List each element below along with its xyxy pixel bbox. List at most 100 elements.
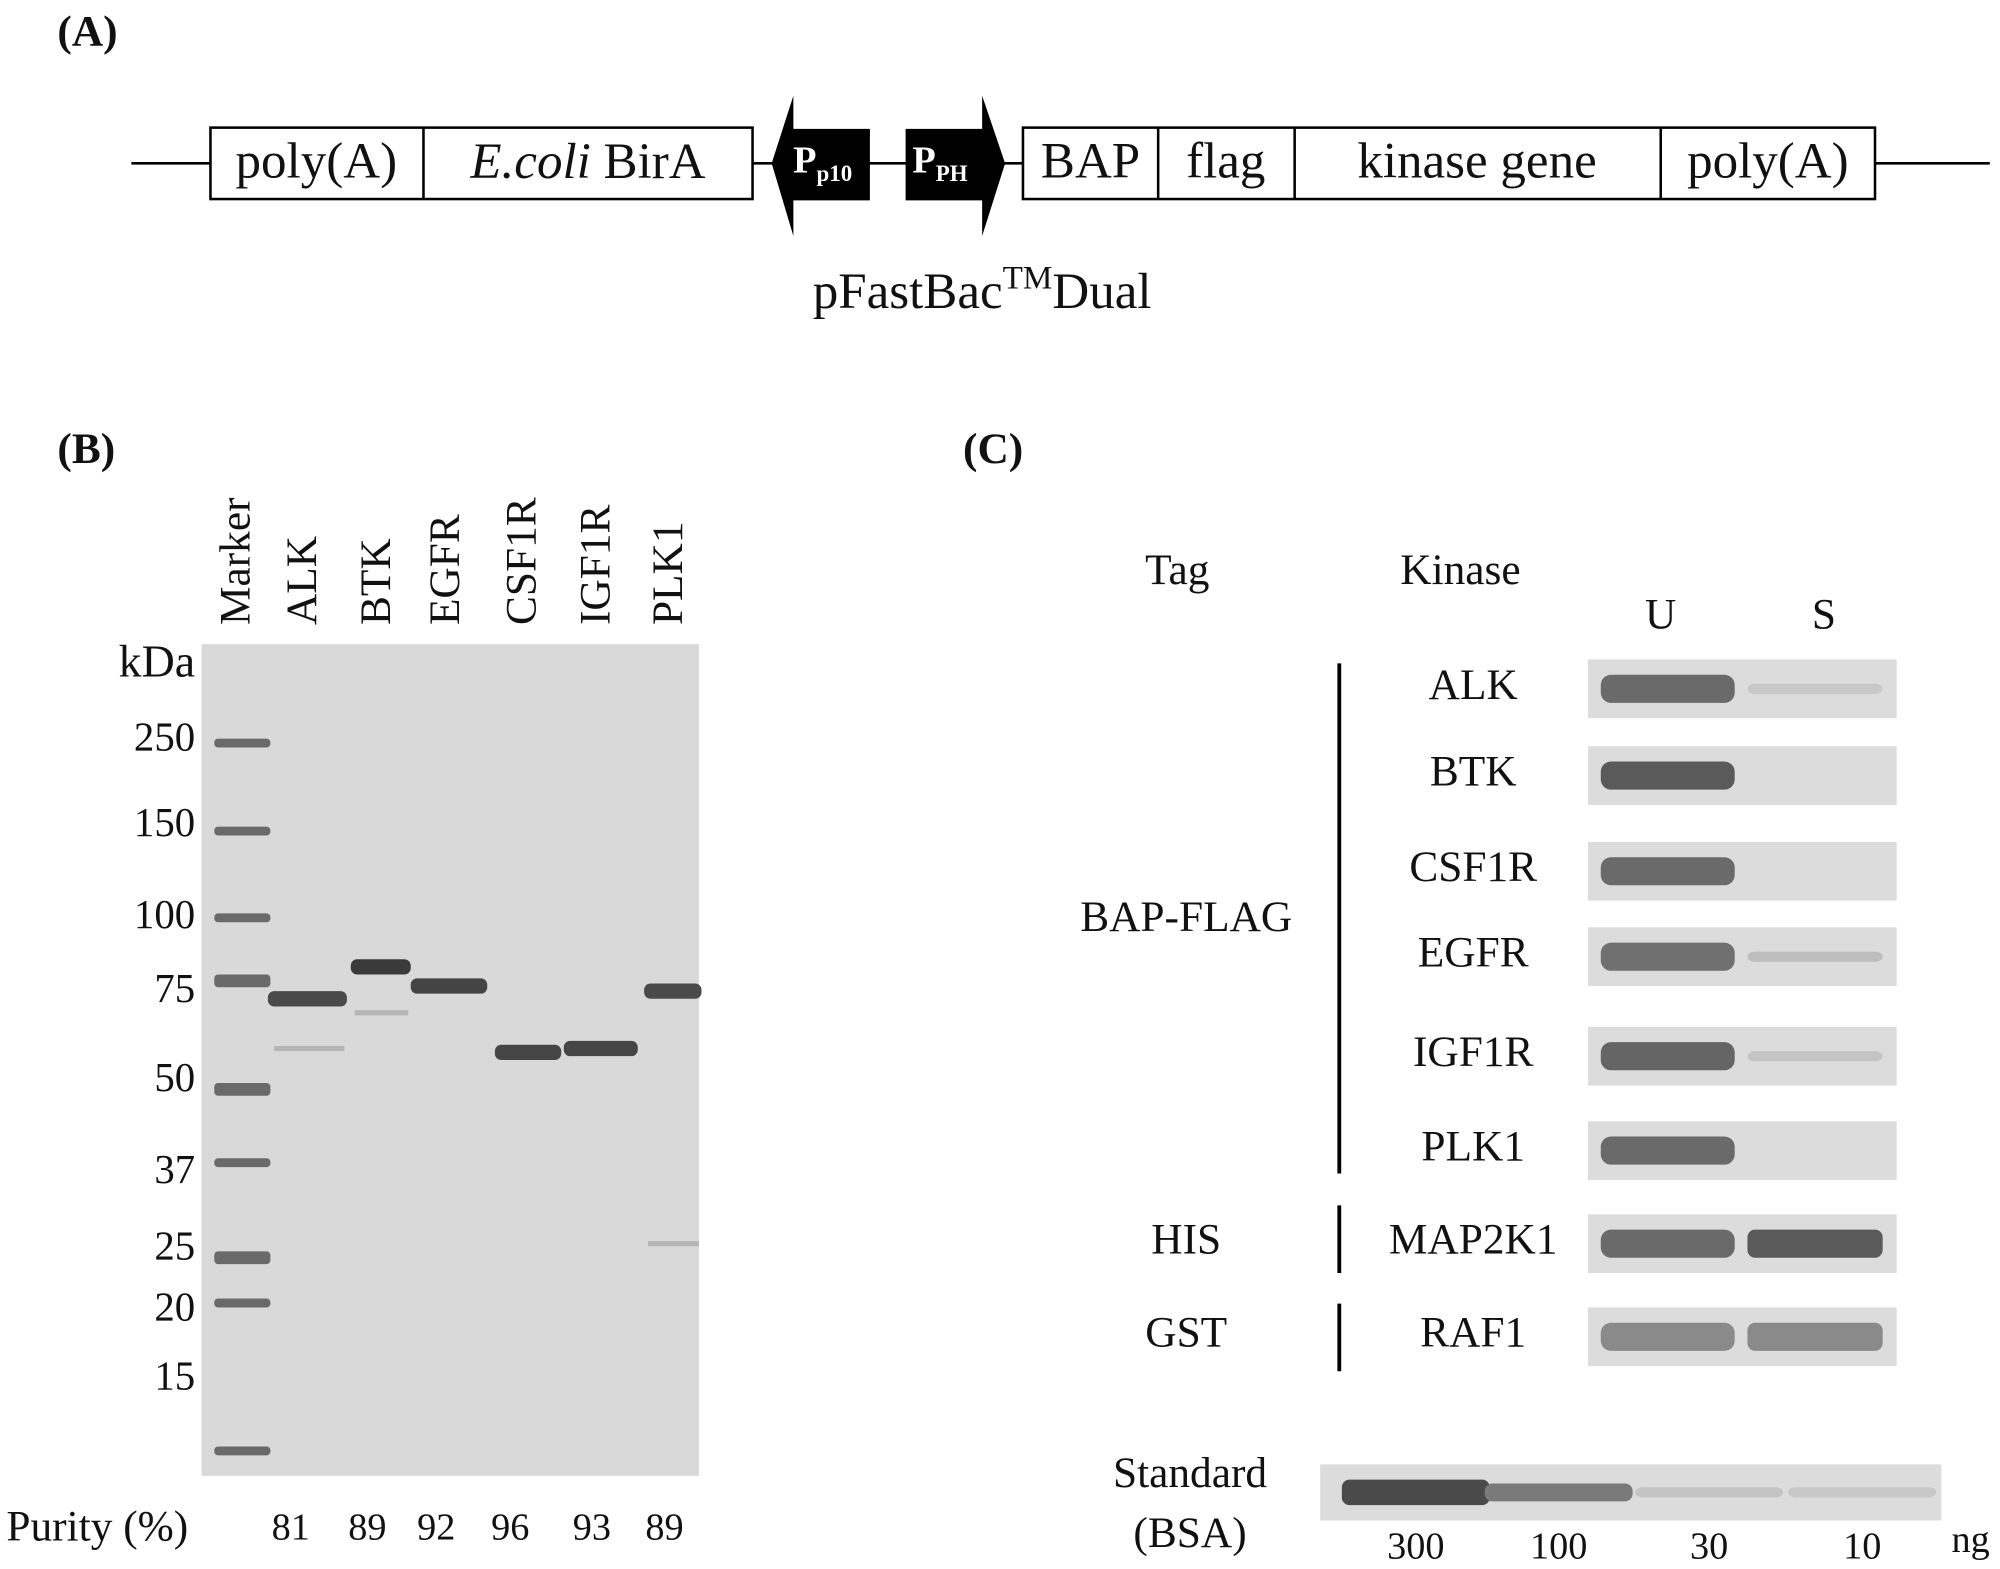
segment: poly(A) (1687, 134, 1849, 190)
caption-text: pFastBac (813, 264, 1003, 320)
lane-label: EGFR (421, 514, 469, 625)
unit-label: kDa (119, 635, 195, 686)
marker-size: 75 (154, 966, 195, 1011)
u-band (1600, 942, 1735, 971)
kinase-label: EGFR (1418, 929, 1529, 977)
promoter-arrow (905, 95, 1006, 237)
purity-value: 92 (417, 1506, 455, 1548)
caption: pFastBacTMDual (813, 259, 1152, 319)
u-band (1600, 1322, 1735, 1351)
promoter-label: Pp10 (793, 139, 852, 186)
header: U (1645, 591, 1676, 639)
marker-band (214, 1298, 271, 1308)
purity-value: 93 (573, 1506, 611, 1548)
protein-band (563, 1040, 638, 1057)
marker-band (214, 1082, 271, 1096)
protein-band (410, 978, 488, 994)
tag-label: BAP-FLAG (1080, 893, 1292, 941)
protein-band (350, 959, 411, 975)
marker-band (214, 1251, 271, 1265)
standard-amount: 100 (1530, 1526, 1587, 1568)
marker-band (214, 1158, 271, 1168)
standard-band (1788, 1487, 1937, 1498)
standard-unit: ng (1952, 1519, 1990, 1561)
header: Tag (1145, 546, 1209, 594)
protein-band (494, 1044, 562, 1061)
marker-size: 100 (134, 892, 195, 937)
protein-band (267, 991, 347, 1007)
promoter-label: PPH (912, 139, 967, 186)
lane-label: ALK (278, 536, 326, 625)
u-band (1600, 1136, 1735, 1165)
caption-suffix: Dual (1052, 264, 1151, 320)
standard-amount: 10 (1843, 1526, 1881, 1568)
panel-label: (A) (57, 8, 117, 56)
header: Kinase (1400, 546, 1520, 594)
kinase-label: RAF1 (1420, 1309, 1526, 1357)
right-box (1021, 126, 1877, 201)
marker-size: 150 (134, 800, 195, 845)
lane-label: BTK (352, 538, 400, 625)
standard-label: (BSA) (1133, 1509, 1246, 1557)
purity-value: 89 (645, 1506, 683, 1548)
lane-label: PLK1 (644, 521, 692, 625)
promoter-letter: P (912, 139, 935, 181)
tag-label: GST (1145, 1309, 1227, 1357)
s-band (1747, 951, 1883, 962)
kinase-label: MAP2K1 (1389, 1216, 1558, 1264)
marker-band (214, 913, 271, 923)
protein-band (644, 983, 702, 999)
panel-label: (B) (57, 425, 115, 473)
caption-sup: TM (1003, 259, 1053, 296)
purity-value: 96 (491, 1506, 529, 1548)
kinase-label: CSF1R (1409, 843, 1537, 891)
marker-band (214, 1446, 271, 1456)
kinase-label: BTK (1430, 748, 1517, 796)
segment: E.coli BirA (469, 134, 705, 190)
promoter-arrow (771, 95, 870, 237)
s-band (1747, 1229, 1883, 1258)
s-band (1747, 683, 1883, 694)
u-band (1600, 674, 1735, 703)
purity-value: 81 (272, 1506, 310, 1548)
promoter-sub: p10 (817, 161, 853, 186)
marker-band (214, 826, 271, 836)
marker-size: 250 (134, 714, 195, 759)
standard-amount: 300 (1387, 1526, 1444, 1568)
segment: kinase gene (1357, 134, 1596, 190)
standard-band (1341, 1479, 1490, 1506)
panel-label: (C) (963, 425, 1023, 473)
marker-band (214, 738, 271, 748)
segment: BAP (1041, 134, 1140, 190)
s-band (1747, 1051, 1883, 1062)
marker-size: 25 (154, 1223, 195, 1268)
left-box (209, 126, 754, 201)
u-band (1600, 857, 1735, 886)
tag-label: HIS (1151, 1216, 1221, 1264)
s-band (1747, 1322, 1883, 1351)
kinase-label: ALK (1429, 661, 1518, 709)
promoter-sub: PH (936, 161, 968, 186)
u-band (1600, 1042, 1735, 1071)
purity-value: 89 (348, 1506, 386, 1548)
standard-label: Standard (1113, 1449, 1267, 1497)
faint-band (354, 1010, 409, 1016)
kinase-label: PLK1 (1421, 1123, 1525, 1171)
purity-label: Purity (%) (6, 1503, 188, 1551)
marker-band (214, 974, 271, 988)
gel (201, 644, 699, 1476)
faint-band (274, 1045, 345, 1052)
lane-label: Marker (212, 497, 260, 625)
header: S (1812, 591, 1836, 639)
promoter-letter: P (793, 139, 816, 181)
kinase-label: IGF1R (1413, 1028, 1534, 1076)
standard-band (1484, 1483, 1633, 1502)
segment: poly(A) (236, 134, 398, 190)
marker-size: 20 (154, 1285, 195, 1330)
marker-size: 37 (154, 1147, 195, 1192)
lane-label: IGF1R (571, 505, 619, 626)
segment: flag (1186, 134, 1265, 190)
faint-band (647, 1241, 699, 1247)
segment-italic: E.coli (469, 134, 590, 190)
